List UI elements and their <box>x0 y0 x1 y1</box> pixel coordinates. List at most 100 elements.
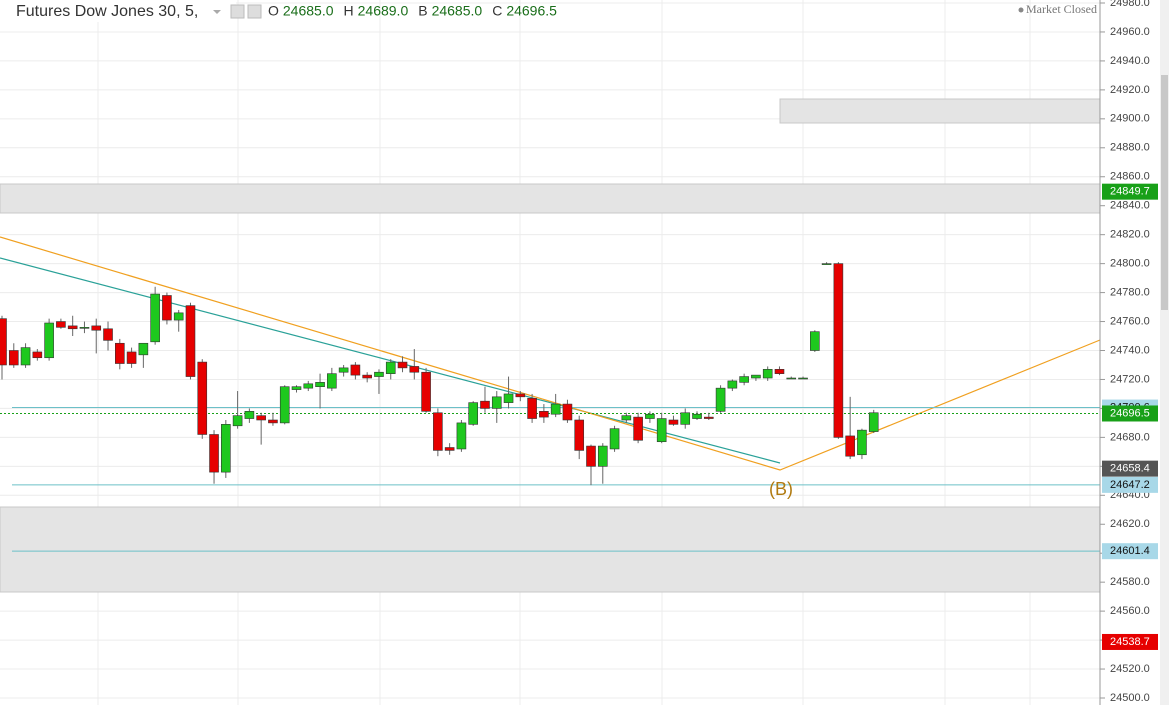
candle-body <box>397 361 408 369</box>
candle-body <box>103 328 113 341</box>
candle-body <box>444 447 455 451</box>
market-status: Market Closed <box>1026 2 1097 16</box>
candle-body <box>786 377 797 380</box>
ohlc-value: 24689.0 <box>358 3 409 19</box>
dropdown[interactable] <box>213 10 221 14</box>
candle-body <box>821 263 832 265</box>
candle-body <box>503 393 514 403</box>
y-tick-label: 24840.0 <box>1110 200 1150 212</box>
candle-body <box>656 418 667 443</box>
status-dot <box>1018 7 1024 13</box>
y-tick-label: 24800.0 <box>1110 258 1150 270</box>
settings-icon[interactable] <box>247 4 262 19</box>
candle-body <box>279 386 290 424</box>
candle-body <box>597 445 608 467</box>
candle-body <box>845 435 855 457</box>
header: Futures Dow Jones 30, 5, O 24685.0 H 24689.… <box>0 0 1097 22</box>
zone <box>0 183 1101 214</box>
candle-body <box>20 347 31 366</box>
y-tick-label: 24500.0 <box>1110 692 1150 704</box>
candle-body <box>327 373 337 389</box>
candle-body <box>232 415 243 427</box>
ohlc-value: 24685.0 <box>432 3 483 19</box>
y-tick-label: 24560.0 <box>1110 605 1150 617</box>
candle-body <box>810 331 820 351</box>
ohlc-label: O <box>268 3 279 19</box>
zone <box>779 98 1101 124</box>
candle-body <box>680 412 691 425</box>
candle-body <box>774 369 785 374</box>
y-tick-label: 24960.0 <box>1110 26 1150 38</box>
candle-body <box>727 380 738 389</box>
candle-body <box>162 295 172 321</box>
y-tick-label: 24880.0 <box>1110 142 1150 154</box>
candle-body <box>692 413 702 419</box>
candle-body <box>868 412 879 432</box>
candle-body <box>138 342 149 356</box>
y-tick-label: 24760.0 <box>1110 315 1150 327</box>
candle-body <box>8 350 19 366</box>
price-tag-label: 24658.4 <box>1110 463 1150 475</box>
candle-body <box>209 434 219 473</box>
candle-body <box>0 318 7 366</box>
candle-body <box>303 383 314 389</box>
candle-body <box>115 342 125 364</box>
candle-body <box>32 351 43 359</box>
y-tick-label: 24980.0 <box>1110 0 1150 9</box>
price-tag <box>1102 633 1158 650</box>
candle-body <box>44 322 54 359</box>
trend-line <box>0 236 1101 471</box>
y-tick-label: 24740.0 <box>1110 344 1150 356</box>
ohlc-value: 24696.5 <box>506 3 557 19</box>
candle-body <box>291 386 302 390</box>
candle-body <box>515 393 526 398</box>
candle-body <box>185 305 196 377</box>
candle-body <box>562 403 573 421</box>
y-tick-label: 24920.0 <box>1110 84 1150 96</box>
candle-body <box>173 312 184 321</box>
candle-body <box>480 400 490 409</box>
y-tick-label: 24820.0 <box>1110 229 1150 241</box>
candle-body <box>645 413 655 419</box>
candle-body <box>268 419 278 424</box>
candle-body <box>197 361 208 435</box>
candle-body <box>621 415 632 421</box>
candle-body <box>468 402 479 425</box>
price-tag-label: 24696.5 <box>1110 407 1150 419</box>
y-tick-label: 24900.0 <box>1110 113 1150 125</box>
candle-body <box>456 422 467 450</box>
candle-body <box>91 325 102 331</box>
ohlc-label: H <box>344 3 354 19</box>
candle-body <box>762 369 773 379</box>
candle-body <box>491 396 502 409</box>
scroll-thumb[interactable] <box>1161 75 1168 310</box>
candle-body <box>385 361 396 374</box>
candle-body <box>244 411 255 419</box>
y-tick-label: 24580.0 <box>1110 576 1150 588</box>
ohlc-value: 24685.0 <box>283 3 334 19</box>
annotation: (B) <box>769 479 793 499</box>
candle-body <box>574 419 585 451</box>
candle-body <box>668 419 679 425</box>
symbol: Futures Dow Jones 30, 5, <box>16 3 198 20</box>
price-tag <box>1102 476 1158 493</box>
price-tag-label: 24538.7 <box>1110 636 1150 648</box>
price-tag <box>1102 460 1158 477</box>
ohlc-label: C <box>492 3 502 19</box>
y-tick-label: 24620.0 <box>1110 518 1150 530</box>
candle-body <box>798 377 808 380</box>
ohlc-label: B <box>418 3 427 19</box>
candle-body <box>527 397 537 419</box>
header-bg <box>0 0 236 22</box>
candle-body <box>79 327 90 329</box>
y-axis: 24500.024520.024540.024560.024580.024600… <box>1100 0 1158 704</box>
candle-body <box>751 374 761 379</box>
candle-body <box>150 293 160 343</box>
settings-icon[interactable] <box>230 4 245 19</box>
candle-body <box>857 429 867 456</box>
candle-body <box>739 376 749 383</box>
price-tag <box>1102 405 1158 422</box>
y-tick-label: 24720.0 <box>1110 373 1150 385</box>
candle-body <box>256 415 266 421</box>
price-tag <box>1102 183 1158 200</box>
